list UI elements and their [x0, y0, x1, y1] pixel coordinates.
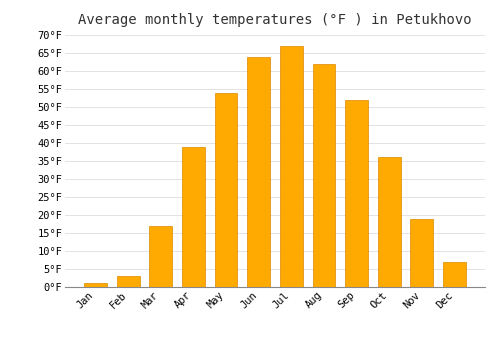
Bar [214, 93, 238, 287]
Bar [280, 46, 302, 287]
Bar [443, 262, 466, 287]
Title: Average monthly temperatures (°F ) in Petukhovo: Average monthly temperatures (°F ) in Pe… [78, 13, 472, 27]
Bar [116, 276, 140, 287]
Bar [150, 226, 172, 287]
Bar [378, 158, 400, 287]
Bar [84, 284, 107, 287]
Bar [248, 57, 270, 287]
Bar [345, 100, 368, 287]
Bar [410, 219, 434, 287]
Bar [312, 64, 336, 287]
Bar [182, 147, 205, 287]
